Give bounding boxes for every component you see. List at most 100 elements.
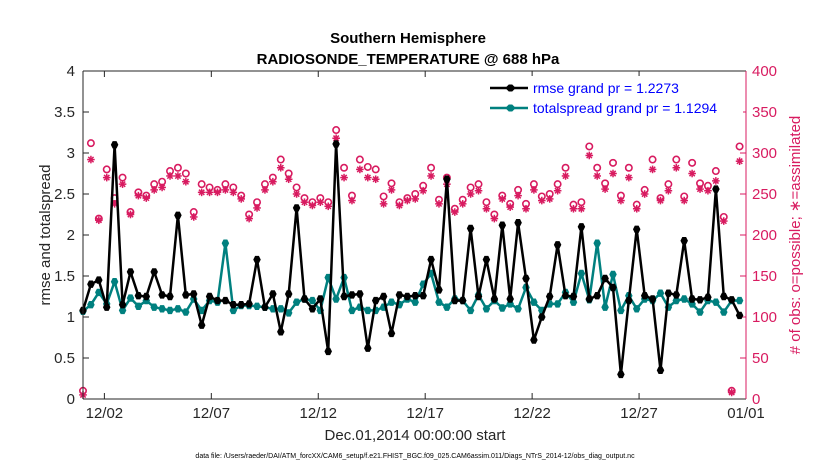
totalspread-point — [696, 308, 704, 316]
rmse-point — [506, 295, 514, 303]
right-tick-label: 400 — [752, 63, 777, 80]
rmse-point — [261, 303, 269, 311]
rmse-point — [118, 301, 127, 309]
totalspread-point — [530, 298, 538, 306]
asterisk-stroke — [388, 186, 395, 194]
rmse-point — [166, 292, 174, 301]
obs-possible-marker — [561, 163, 570, 172]
asterisk-stroke — [625, 174, 633, 181]
rmse-point — [182, 291, 190, 299]
obs-assimilated-marker — [324, 202, 333, 211]
asterisk-stroke — [609, 170, 617, 177]
legend-box — [483, 76, 743, 118]
obs-assimilated-marker — [719, 217, 728, 225]
obs-assimilated-marker — [514, 191, 522, 200]
rmse-point — [553, 241, 562, 249]
obs-assimilated-marker — [506, 203, 514, 211]
asterisk-stroke — [182, 178, 190, 185]
obs-assimilated-marker — [134, 191, 143, 200]
obs-assimilated-marker — [664, 186, 673, 195]
rmse-point — [538, 313, 546, 321]
obs-assimilated-marker — [458, 200, 467, 208]
rmse-point — [688, 295, 696, 303]
asterisk-stroke — [657, 197, 664, 204]
rmse-point — [601, 274, 609, 283]
totalspread-point — [292, 298, 301, 306]
obs-assimilated-marker — [387, 186, 396, 194]
rmse-point — [379, 292, 388, 301]
rmse-point — [371, 296, 380, 305]
rmse-point — [617, 370, 625, 379]
left-tick-label: 4 — [67, 63, 75, 80]
asterisk-stroke — [467, 190, 474, 198]
asterisk-stroke — [269, 178, 277, 185]
rmse-point — [474, 292, 483, 301]
totalspread-point — [110, 278, 119, 286]
totalspread-point — [632, 305, 641, 313]
asterisk-stroke — [158, 184, 166, 191]
asterisk-stroke — [562, 172, 569, 180]
totalspread-point — [277, 305, 285, 313]
rmse-point — [648, 295, 657, 303]
rmse-point — [680, 237, 688, 245]
obs-assimilated-marker — [680, 196, 689, 205]
obs-possible-marker — [585, 142, 594, 151]
asterisk-stroke — [95, 217, 103, 224]
totalspread-point — [443, 303, 451, 311]
asterisk-stroke — [673, 164, 680, 171]
asterisk-stroke — [293, 190, 300, 198]
asterisk-stroke — [348, 197, 356, 204]
asterisk-stroke — [356, 166, 364, 173]
asterisk-stroke — [499, 195, 506, 203]
rmse-point — [522, 274, 530, 283]
rmse-point — [332, 140, 340, 148]
obs-assimilated-marker — [237, 195, 246, 203]
rmse-point — [451, 296, 459, 305]
rmse-point — [292, 204, 301, 212]
obs-assimilated-marker — [371, 175, 380, 184]
obs-assimilated-marker — [150, 186, 158, 194]
obs-assimilated-marker — [284, 175, 293, 184]
rmse-point — [569, 292, 578, 301]
obs-assimilated-marker — [316, 198, 325, 206]
asterisk-stroke — [372, 176, 379, 183]
rmse-point — [284, 290, 293, 298]
obs-assimilated-marker — [609, 169, 617, 178]
rmse-point — [253, 255, 261, 264]
asterisk-stroke — [325, 203, 332, 210]
obs-assimilated-marker — [625, 173, 633, 182]
rmse-point — [411, 292, 419, 300]
asterisk-stroke — [309, 202, 316, 209]
obs-assimilated-marker — [229, 188, 238, 197]
asterisk-stroke — [127, 211, 134, 218]
asterisk-stroke — [166, 172, 174, 180]
asterisk-stroke — [419, 187, 427, 194]
asterisk-stroke — [435, 200, 443, 208]
obs-assimilated-marker — [348, 196, 356, 205]
rmse-point — [609, 283, 617, 292]
left-tick-label: 0.5 — [54, 350, 75, 367]
rmse-point — [205, 292, 214, 301]
rmse-point — [356, 290, 364, 298]
rmse-point — [443, 175, 451, 183]
asterisk-stroke — [506, 203, 514, 211]
obs-possible-marker — [427, 163, 436, 172]
asterisk-stroke — [277, 164, 284, 171]
asterisk-stroke — [190, 213, 197, 221]
asterisk-stroke — [135, 192, 142, 199]
obs-assimilated-marker — [577, 204, 586, 213]
asterisk-stroke — [704, 187, 712, 194]
x-tick-label: 12/22 — [513, 405, 551, 422]
obs-assimilated-marker — [696, 185, 704, 193]
obs-possible-marker — [711, 167, 720, 176]
asterisk-stroke — [601, 185, 609, 193]
obs-assimilated-marker — [632, 204, 641, 213]
asterisk-stroke — [696, 185, 704, 193]
obs-assimilated-marker — [261, 186, 269, 194]
obs-possible-marker — [735, 142, 744, 151]
obs-assimilated-marker — [538, 196, 546, 205]
totalspread-point — [577, 269, 586, 278]
totalspread-point — [387, 298, 396, 306]
rmse-point — [435, 286, 443, 294]
rmse-point — [245, 300, 253, 308]
